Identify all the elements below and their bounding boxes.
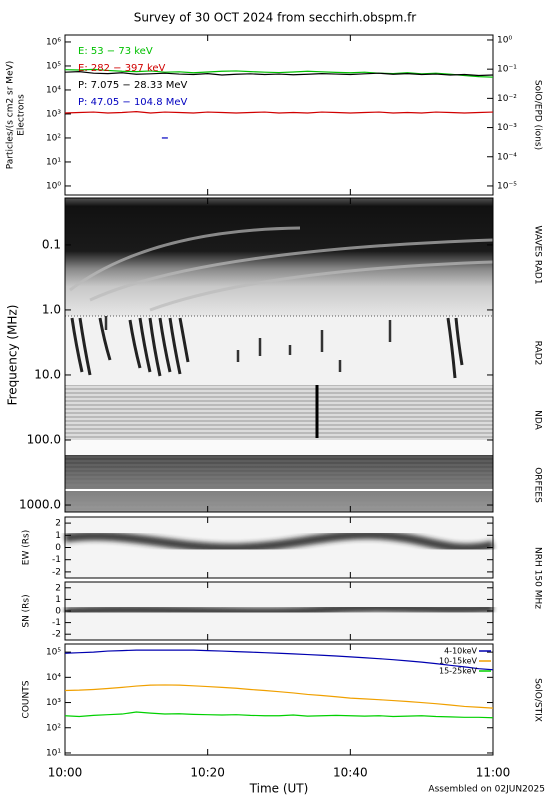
y-tick-label: 10⁵ <box>46 648 61 658</box>
title: Survey of 30 OCT 2024 from secchirh.obsp… <box>134 11 417 25</box>
sn-source-band <box>64 603 494 617</box>
x-tick-label: 10:40 <box>333 766 368 780</box>
y-tick-label: 0 <box>55 607 61 617</box>
x-tick-label: 10:00 <box>48 766 83 780</box>
panel-frame <box>64 34 494 196</box>
legend-label: E: 282 − 397 keV <box>78 63 166 74</box>
y-axis-label: Frequency (MHz) <box>6 305 20 406</box>
spectrogram-image <box>65 198 493 512</box>
x-tick-label: 10:20 <box>190 766 225 780</box>
right-label: SolO/STIX <box>533 678 543 722</box>
y-tick-label: 10¹ <box>46 157 61 167</box>
series-line <box>64 68 494 78</box>
right-label: ORFEES <box>533 467 543 503</box>
y-tick-label: 10² <box>46 723 61 733</box>
legend-label: 15-25keV <box>439 667 478 676</box>
y-tick-label: 10⁵ <box>46 61 61 71</box>
y-tick-label: 10² <box>46 133 61 143</box>
y2-tick-label: 10⁻² <box>497 94 517 104</box>
panel-frame <box>64 197 494 513</box>
right-label: RAD2 <box>533 341 543 366</box>
y-tick-label: 100.0 <box>27 432 61 446</box>
panel-frame <box>64 643 494 756</box>
right-label: NDA <box>533 410 543 431</box>
y-tick-label: 10⁶ <box>46 37 61 47</box>
series-line <box>64 684 494 709</box>
y-tick-label: 10⁴ <box>46 85 61 95</box>
y-tick-label: -2 <box>52 630 61 640</box>
right-label: NRH 150 MHz <box>533 547 543 609</box>
y2-tick-label: 10⁻⁵ <box>497 181 517 191</box>
y-tick-label: 10³ <box>46 109 61 119</box>
y-tick-label: 10³ <box>46 698 61 708</box>
orfees-texture <box>65 455 493 512</box>
y-axis-label: SN (Rs) <box>22 594 32 627</box>
y-tick-label: 2 <box>55 583 61 593</box>
x-tick-label: 11:00 <box>476 766 511 780</box>
y2-tick-label: 10⁻¹ <box>497 65 517 75</box>
y-tick-label: 1000.0 <box>19 498 61 512</box>
y-tick-label: 10⁴ <box>46 673 61 683</box>
right-label: SolO/EPD (ions) <box>533 80 543 150</box>
legend-label: E: 53 − 73 keV <box>78 46 153 57</box>
y-tick-label: 0.1 <box>42 237 61 251</box>
legend-label: 4-10keV <box>444 647 477 656</box>
right-label: WAVES RAD1 <box>533 225 543 284</box>
rad1-band <box>65 198 493 316</box>
rad2-band <box>65 316 493 385</box>
ew-source-band <box>64 530 495 553</box>
y-tick-label: 1 <box>55 531 61 541</box>
legend-label: P: 7.075 − 28.33 MeV <box>78 80 188 91</box>
footnote: Assembled on 02JUN2025 <box>428 785 545 795</box>
y-axis-label: Particles/(s cm2 sr MeV) <box>6 61 16 170</box>
series-line <box>64 111 494 114</box>
y-tick-label: 1 <box>55 595 61 605</box>
y-tick-label: 1.0 <box>42 302 61 316</box>
legend-label: P: 47.05 − 104.8 MeV <box>78 97 188 108</box>
y-tick-label: 10.0 <box>34 367 61 381</box>
y-tick-label: 10¹ <box>46 748 61 758</box>
y-tick-label: 2 <box>55 519 61 529</box>
y2-tick-label: 10⁰ <box>497 35 512 45</box>
y-tick-label: -2 <box>52 567 61 577</box>
y-tick-label: 0 <box>55 543 61 553</box>
y-tick-label: 10⁰ <box>46 181 61 191</box>
legend-label: 10-15keV <box>439 657 478 666</box>
series-line <box>64 649 494 671</box>
y-tick-label: -1 <box>52 555 61 565</box>
x-axis-label: Time (UT) <box>249 782 309 796</box>
gap-band <box>65 440 493 455</box>
y2-tick-label: 10⁻⁴ <box>497 152 517 162</box>
y2-tick-label: 10⁻³ <box>497 123 517 133</box>
y-axis-label: EW (Rs) <box>22 530 32 565</box>
y-axis-label: Electrons <box>17 94 27 136</box>
radio-bursts <box>70 317 464 379</box>
series-line <box>64 711 494 719</box>
nda-texture <box>65 385 493 440</box>
rad1-streaks <box>69 226 493 312</box>
rad2-spikes <box>104 316 392 372</box>
series-line <box>64 71 494 77</box>
y-axis-label: COUNTS <box>22 680 32 718</box>
y-tick-label: -1 <box>52 618 61 628</box>
